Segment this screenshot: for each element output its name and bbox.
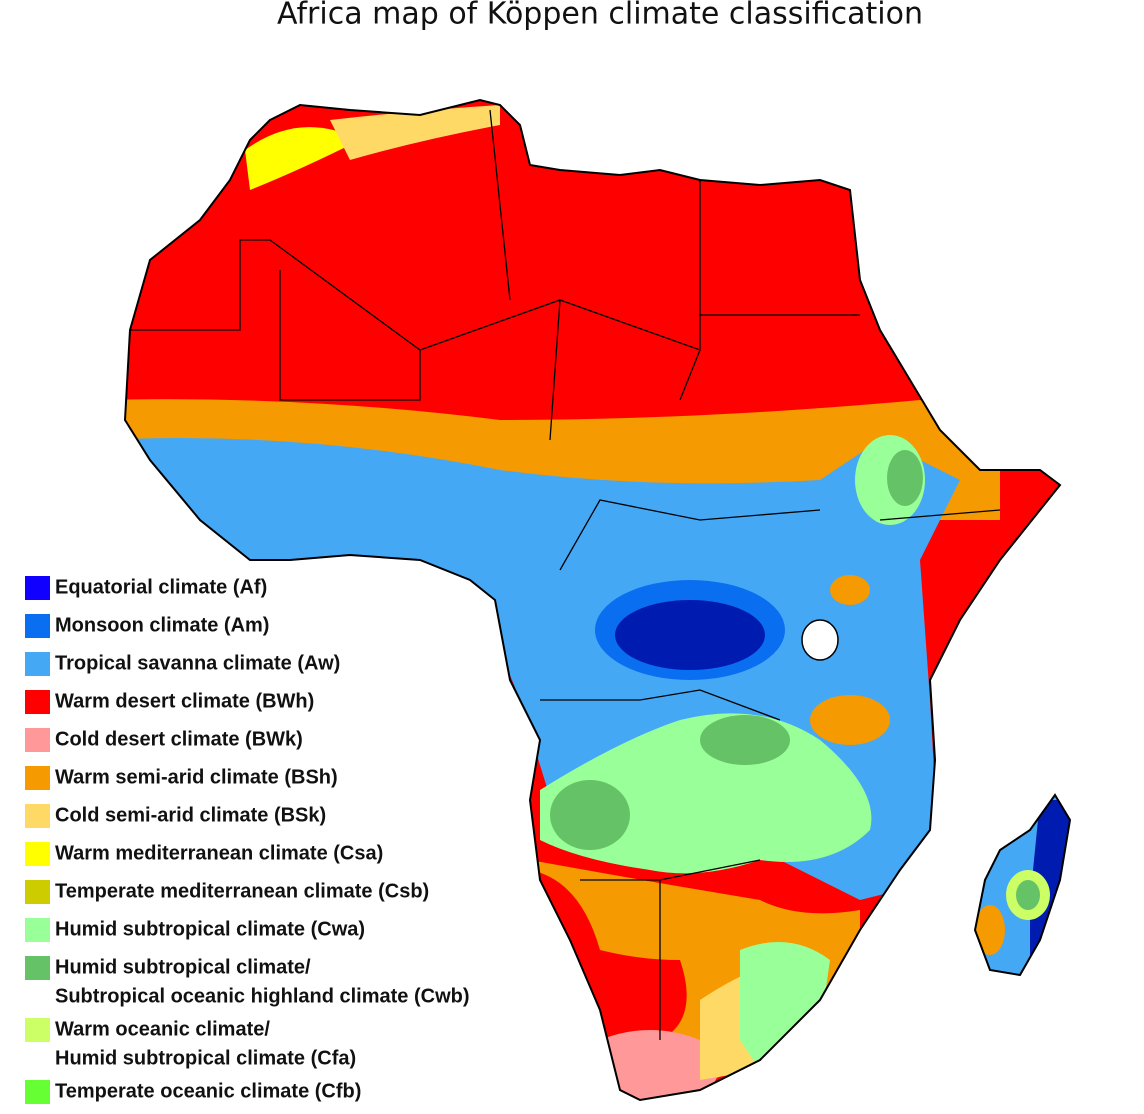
legend-label: Temperate oceanic climate (Cfb): [55, 1080, 361, 1102]
legend-swatch: [25, 614, 50, 638]
map-title: Africa map of Köppen climate classificat…: [277, 0, 923, 32]
legend-label: Tropical savanna climate (Aw): [55, 652, 340, 674]
legend-swatch: [25, 576, 50, 600]
legend-swatch: [25, 1018, 50, 1042]
legend-swatch: [25, 728, 50, 752]
legend-swatch: [25, 842, 50, 866]
legend-label: Humid subtropical climate (Cwa): [55, 918, 365, 940]
africa-outline: [123, 98, 1062, 1102]
legend: Equatorial climate (Af) Monsoon climate (…: [25, 576, 470, 1104]
legend-label: Warm oceanic climate/: [55, 1018, 270, 1040]
legend-label: Subtropical oceanic highland climate (Cw…: [55, 985, 470, 1007]
legend-label: Cold semi-arid climate (BSk): [55, 804, 326, 826]
legend-swatch: [25, 804, 50, 828]
legend-swatch: [25, 652, 50, 676]
legend-label: Equatorial climate (Af): [55, 576, 267, 598]
lake-victoria: [801, 619, 839, 661]
legend-swatch: [25, 918, 50, 942]
legend-label: Cold desert climate (BWk): [55, 728, 303, 750]
madagascar-outline: [973, 793, 1072, 977]
legend-swatch: [25, 956, 50, 980]
legend-label: Warm mediterranean climate (Csa): [55, 842, 383, 864]
borders: [130, 109, 1001, 1040]
legend-label: Monsoon climate (Am): [55, 614, 269, 636]
madagascar-climate-zones: [975, 795, 1070, 975]
legend-label: Humid subtropical climate (Cfa): [55, 1047, 356, 1069]
legend-label: Warm semi-arid climate (BSh): [55, 766, 338, 788]
legend-swatch: [25, 766, 50, 790]
legend-label: Warm desert climate (BWh): [55, 690, 314, 712]
legend-swatch: [25, 880, 50, 904]
legend-label: Temperate mediterranean climate (Csb): [55, 880, 429, 902]
legend-swatch: [25, 690, 50, 714]
legend-swatch: [25, 1080, 50, 1104]
legend-label: Humid subtropical climate/: [55, 956, 311, 978]
